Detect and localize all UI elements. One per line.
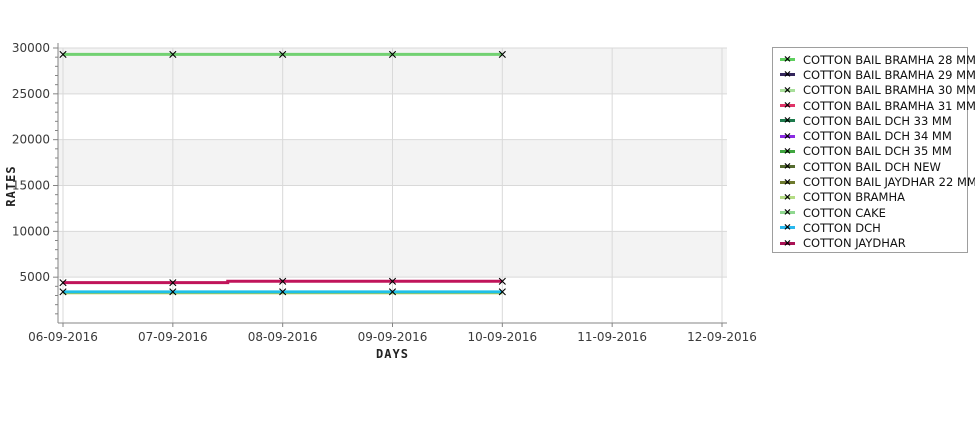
x-marker-icon (279, 288, 287, 296)
x-marker-icon: × (783, 191, 792, 203)
x-marker-icon (388, 288, 397, 296)
legend-item: × COTTON BAIL DCH 34 MM (773, 128, 967, 143)
legend-item: × COTTON BAIL BRAMHA 31 MM (773, 98, 975, 113)
x-marker-icon: × (783, 100, 792, 112)
x-tick-label: 09-09-2016 (358, 330, 428, 344)
legend-item: × COTTON BAIL BRAMHA 29 MM (773, 67, 975, 82)
x-marker-icon (169, 279, 177, 287)
x-tick-label: 08-09-2016 (248, 330, 318, 344)
x-tick-label: 12-09-2016 (687, 330, 757, 344)
series-color-swatch: × (780, 100, 795, 111)
series-line-sample (780, 241, 795, 245)
series-line-sample (780, 165, 795, 169)
legend-item-label: COTTON BAIL JAYDHAR 22 MM (803, 175, 975, 190)
series-line-sample (780, 119, 795, 123)
series-color-swatch: × (780, 146, 795, 157)
legend-item: × COTTON BAIL DCH NEW (773, 159, 967, 174)
series-line-sample (780, 149, 795, 153)
series-color-swatch: × (780, 115, 795, 126)
legend: × COTTON BAIL BRAMHA 28 MM × COTTON BAIL BR… (772, 47, 975, 253)
series-line-sample (780, 73, 795, 77)
series-line-sample (780, 195, 795, 199)
x-marker-icon (169, 50, 177, 59)
x-marker-icon: × (783, 84, 792, 96)
x-marker-icon: × (783, 69, 792, 81)
x-marker-icon (59, 50, 67, 59)
y-tick-label: 10000 (12, 224, 50, 238)
x-marker-icon (498, 50, 506, 59)
legend-item-label: COTTON JAYDHAR (803, 236, 906, 251)
x-tick-label: 06-09-2016 (28, 330, 98, 344)
legend-item: × COTTON BAIL BRAMHA 28 MM (773, 52, 975, 67)
series-color-swatch: × (780, 192, 795, 203)
legend-item-label: COTTON BAIL DCH NEW (803, 159, 941, 174)
series-color-swatch: × (780, 238, 795, 249)
series-line-sample (780, 211, 795, 215)
x-marker-icon: × (783, 222, 792, 234)
legend-item: × COTTON CAKE (773, 205, 967, 220)
legend-item-label: COTTON BAIL BRAMHA 30 MM (803, 83, 975, 98)
x-marker-icon: × (783, 115, 792, 127)
series-color-swatch: × (780, 161, 795, 172)
legend-item: × COTTON BAIL JAYDHAR 22 MM (773, 174, 975, 189)
legend-item: × COTTON BAIL DCH 35 MM (773, 144, 967, 159)
x-marker-icon (59, 288, 67, 296)
y-tick-label: 15000 (12, 179, 50, 193)
series-color-swatch: × (780, 69, 795, 80)
x-marker-icon (169, 288, 177, 296)
series-color-swatch: × (780, 207, 795, 218)
x-tick-label: 10-09-2016 (467, 330, 537, 344)
legend-item-label: COTTON BAIL BRAMHA 29 MM (803, 67, 975, 82)
y-tick-label: 20000 (12, 133, 50, 147)
x-marker-icon (498, 288, 506, 296)
legend-item-label: COTTON BAIL DCH 33 MM (803, 113, 952, 128)
series-color-swatch: × (780, 177, 795, 188)
legend-item: × COTTON JAYDHAR (773, 236, 967, 251)
x-tick-label: 11-09-2016 (577, 330, 647, 344)
x-marker-icon: × (783, 207, 792, 219)
x-marker-icon: × (783, 161, 792, 173)
x-marker-icon (279, 50, 287, 59)
series-color-swatch: × (780, 85, 795, 96)
series-line-sample (780, 104, 795, 108)
legend-item: × COTTON BRAMHA (773, 190, 967, 205)
series-color-swatch: × (780, 54, 795, 65)
legend-item: × COTTON BAIL BRAMHA 30 MM (773, 83, 975, 98)
series-color-swatch: × (780, 222, 795, 233)
x-marker-icon (498, 277, 506, 285)
y-tick-label: 25000 (12, 87, 50, 101)
x-marker-icon: × (783, 176, 792, 188)
series-line-sample (780, 226, 795, 230)
x-marker-icon: × (783, 130, 792, 142)
legend-item-label: COTTON BAIL BRAMHA 28 MM (803, 52, 975, 67)
legend-item-label: COTTON BAIL DCH 35 MM (803, 144, 952, 159)
legend-item-label: COTTON CAKE (803, 205, 886, 220)
legend-item: × COTTON BAIL DCH 33 MM (773, 113, 967, 128)
y-axis-title: RATES (4, 165, 18, 207)
legend-item-label: COTTON BAIL DCH 34 MM (803, 129, 952, 144)
legend-item-label: COTTON DCH (803, 220, 881, 235)
legend-item-label: COTTON BRAMHA (803, 190, 905, 205)
legend-item: × COTTON DCH (773, 220, 967, 235)
x-marker-icon: × (783, 54, 792, 66)
series-line-sample (780, 58, 795, 62)
x-marker-icon (388, 50, 397, 59)
series-color-swatch: × (780, 131, 795, 142)
x-marker-icon (279, 277, 287, 285)
y-tick-label: 5000 (19, 270, 50, 284)
x-marker-icon: × (783, 145, 792, 157)
y-tick-label: 30000 (12, 41, 50, 55)
x-axis-title: DAYS (376, 347, 409, 361)
series-line-sample (780, 88, 795, 92)
x-marker-icon (388, 277, 397, 285)
x-tick-label: 07-09-2016 (138, 330, 208, 344)
x-marker-icon: × (783, 237, 792, 249)
series-line-sample (780, 180, 795, 184)
series-line-sample (780, 134, 795, 138)
x-marker-icon (59, 279, 67, 287)
legend-item-label: COTTON BAIL BRAMHA 31 MM (803, 98, 975, 113)
